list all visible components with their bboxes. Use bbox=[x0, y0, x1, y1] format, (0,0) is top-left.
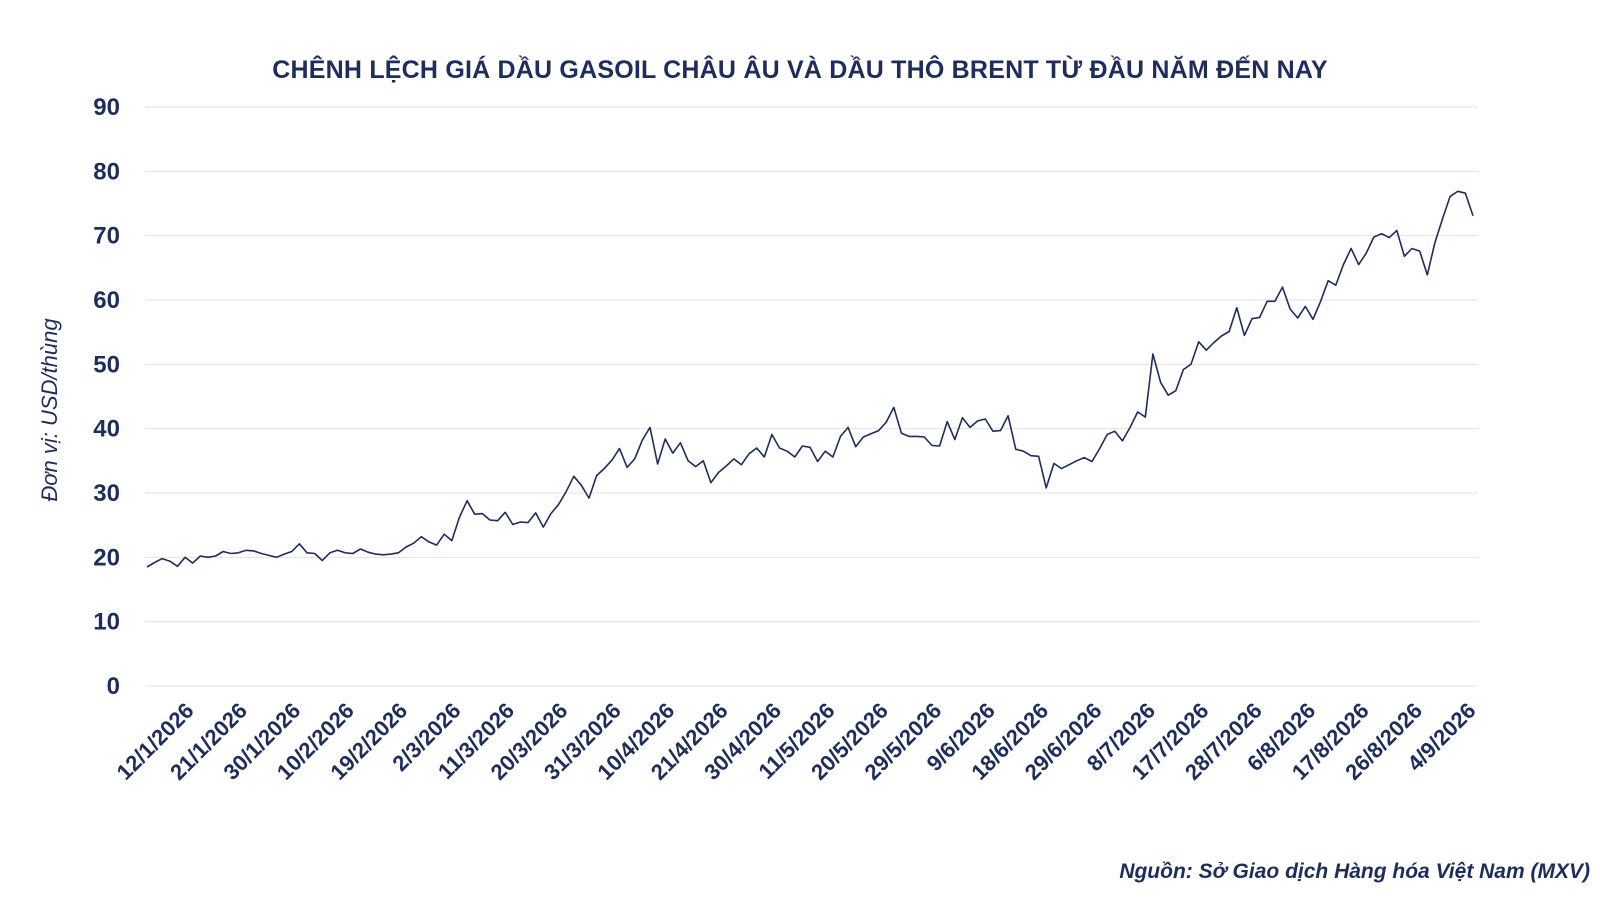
y-tick-label: 0 bbox=[107, 673, 120, 700]
y-tick-label: 10 bbox=[93, 609, 120, 636]
chart-title: CHÊNH LỆCH GIÁ DẦU GASOIL CHÂU ÂU VÀ DẦU… bbox=[272, 56, 1328, 84]
y-axis-ticks: 0 10 20 30 40 50 60 70 80 90 bbox=[93, 94, 120, 700]
source-note: Nguồn: Sở Giao dịch Hàng hóa Việt Nam (M… bbox=[1119, 860, 1590, 883]
y-tick-label: 50 bbox=[93, 351, 120, 378]
series-layer bbox=[146, 190, 1474, 568]
y-tick-label: 20 bbox=[93, 544, 120, 571]
y-tick-label: 60 bbox=[93, 287, 120, 314]
series-line bbox=[146, 190, 1474, 568]
x-axis-ticks: 12/1/202621/1/202630/1/202610/2/202619/2… bbox=[112, 698, 1481, 785]
y-tick-label: 80 bbox=[93, 158, 120, 185]
gridlines bbox=[145, 106, 1478, 687]
y-tick-label: 40 bbox=[93, 416, 120, 443]
y-tick-label: 90 bbox=[93, 94, 120, 121]
y-tick-label: 30 bbox=[93, 480, 120, 507]
y-tick-label: 70 bbox=[93, 223, 120, 250]
